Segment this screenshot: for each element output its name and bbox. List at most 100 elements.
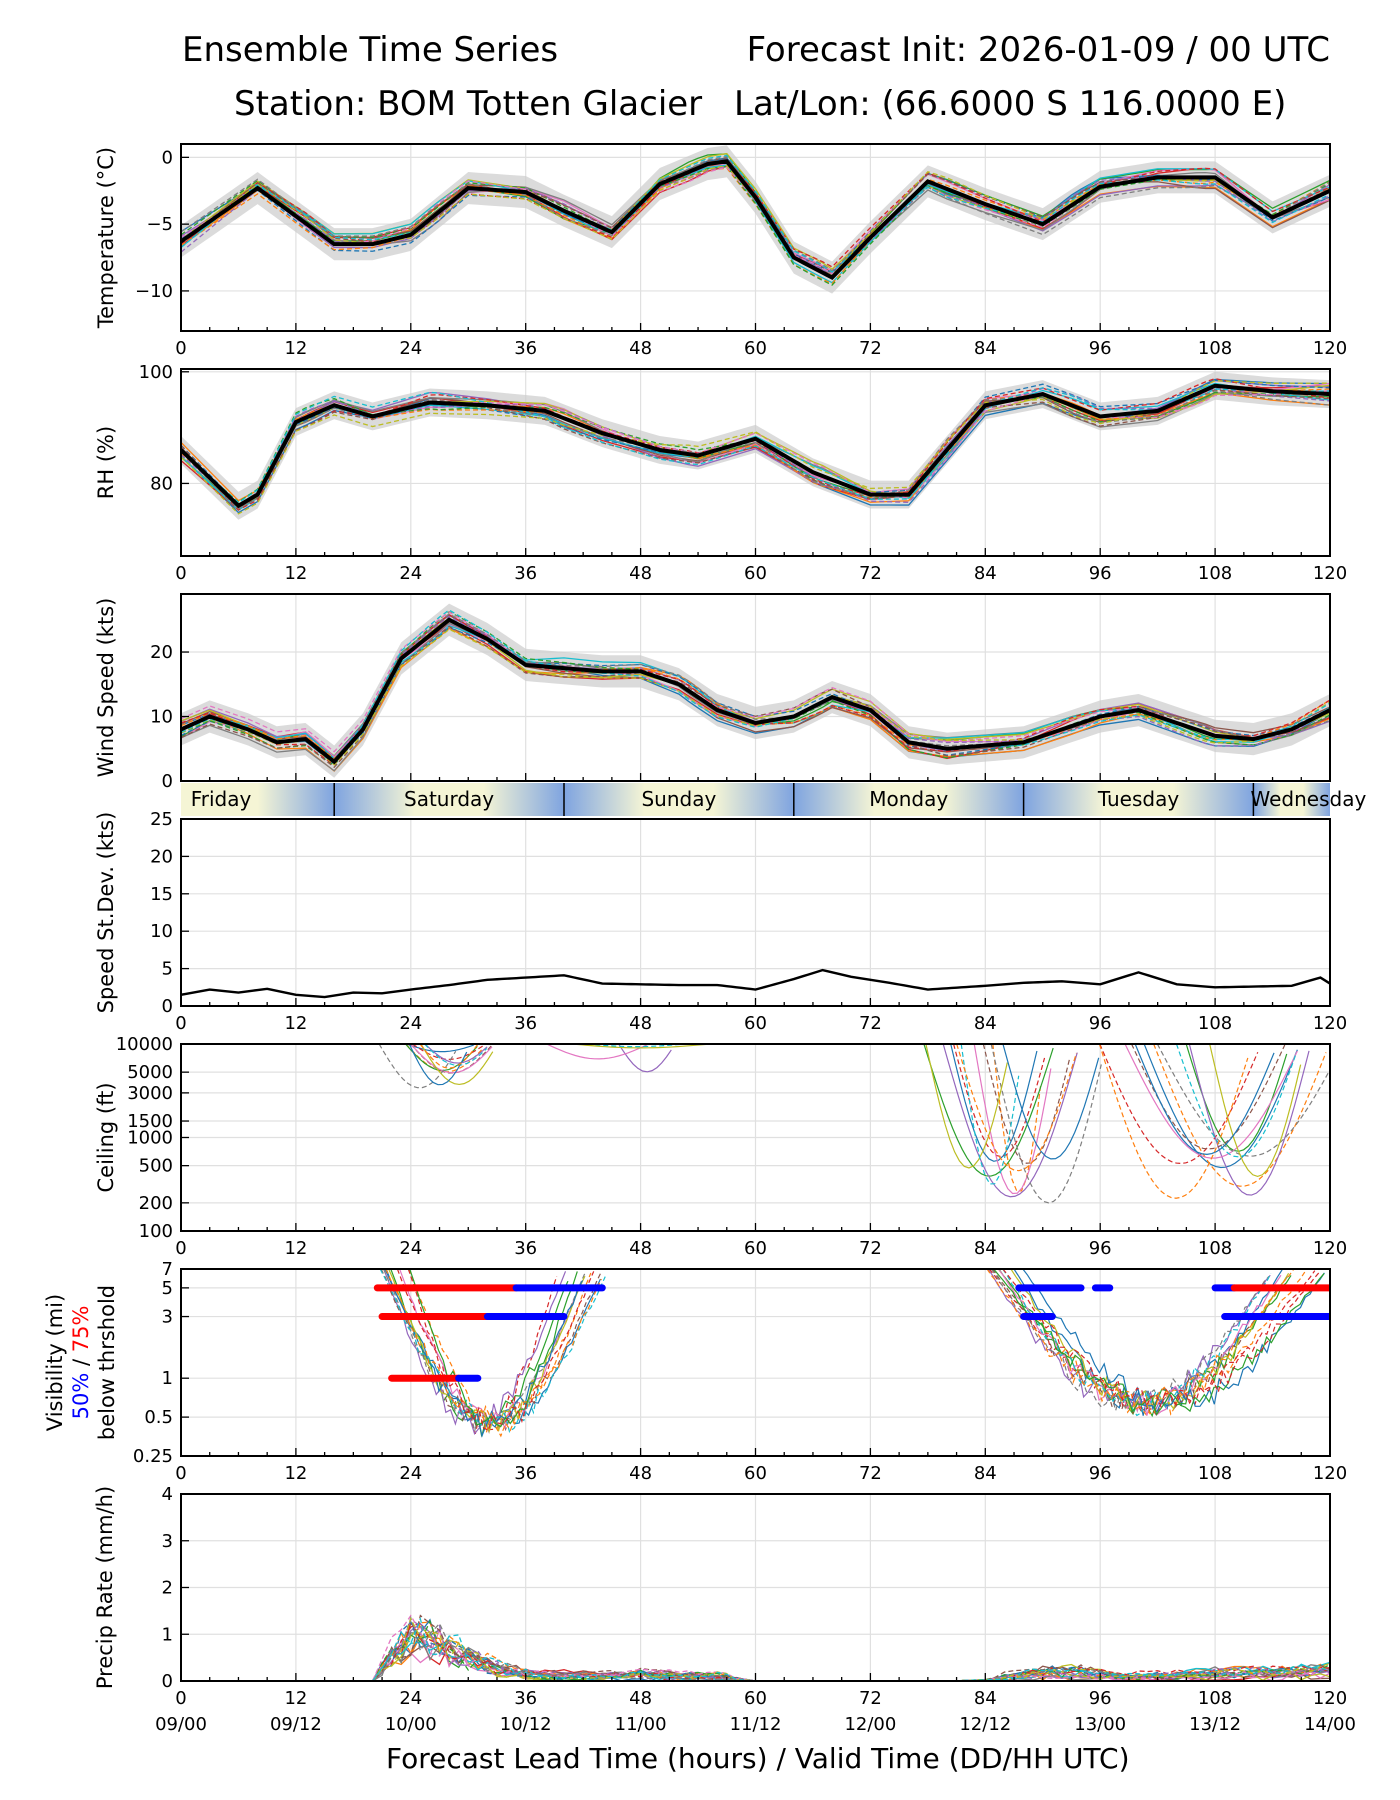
x-tick-label: 108 <box>1198 338 1232 359</box>
y-tick-label: 0 <box>162 996 173 1017</box>
x-tick-label: 72 <box>859 1463 882 1484</box>
y-tick-label: 25 <box>150 809 173 830</box>
valid-time-label: 14/00 <box>1304 1714 1356 1735</box>
ensemble-member-line <box>181 387 1330 504</box>
day-band <box>793 783 1024 816</box>
x-tick-label: 108 <box>1198 1463 1232 1484</box>
day-label: Wednesday <box>1251 787 1367 811</box>
y-tick-label: 5 <box>162 1278 173 1299</box>
figure-title: Ensemble Time Series <box>182 30 559 70</box>
visibility-member-line <box>986 1269 1294 1415</box>
ensemble-member-line <box>181 609 1330 761</box>
y-tick-label: 15 <box>150 884 173 905</box>
panel-temperature: 0 12 24 36 48 60 72 84 96 108 120 0 −5 −10 Temperature… <box>94 143 1347 359</box>
pct50-label: 50% <box>69 1373 93 1420</box>
ceiling-member-line <box>1002 1044 1100 1160</box>
y-tick-label: 200 <box>139 1193 173 1214</box>
ceiling-member-line <box>1134 1044 1275 1155</box>
ceiling-member-line <box>960 1044 1020 1185</box>
x-tick-label: 0 <box>175 338 186 359</box>
visibility-member-line <box>1002 1269 1272 1417</box>
panel-rh: 0 12 24 36 48 60 72 84 96 108 120 80 100 RH (%) <box>94 362 1347 584</box>
ceiling-member-line <box>950 1044 1038 1162</box>
x-tick-label: 108 <box>1198 563 1232 584</box>
x-tick-label: 84 <box>974 1688 997 1709</box>
panel-ceiling: 0 12 24 36 48 60 72 84 96 108 120 100 200 500 10001500… <box>94 1034 1347 1259</box>
ceiling-member-line <box>1099 1044 1259 1165</box>
ensemble-mean-line <box>181 617 1330 765</box>
visibility-member-line <box>396 1269 595 1432</box>
x-tick-label: 96 <box>1089 1013 1112 1034</box>
ensemble-mean-line <box>181 159 1330 281</box>
y-tick-label: 4 <box>162 1484 173 1505</box>
x-tick-label: 12 <box>284 1013 307 1034</box>
ceiling-member-line <box>1153 1044 1327 1187</box>
ensemble-member-line <box>181 380 1330 515</box>
x-tick-label: 96 <box>1089 338 1112 359</box>
plot-area-wind_speed <box>181 603 1330 778</box>
x-tick-label: 24 <box>399 1463 422 1484</box>
ceiling-member-line <box>925 1044 1008 1169</box>
ceiling-member-line <box>982 1044 1071 1164</box>
y-tick-label: 3 <box>162 1307 173 1328</box>
ceiling-member-line <box>410 1044 493 1074</box>
visibility-member-line <box>383 1269 586 1432</box>
x-tick-label: 84 <box>974 1238 997 1259</box>
panel-precip_rate: 009/001209/122410/003610/124811/006011/1… <box>93 1484 1356 1735</box>
valid-time-label: 13/00 <box>1074 1714 1126 1735</box>
x-tick-label: 36 <box>514 1238 537 1259</box>
visibility-member-line <box>379 1269 606 1433</box>
ensemble-member-line <box>181 1614 1330 1681</box>
y-tick-label: 100 <box>139 1221 173 1242</box>
x-tick-label: 12 <box>284 1238 307 1259</box>
ceiling-member-line <box>618 1044 672 1073</box>
forecast-init-label: Forecast Init: 2026-01-09 / 00 UTC <box>746 30 1330 70</box>
x-tick-label: 48 <box>629 1463 652 1484</box>
ensemble-member-line <box>181 164 1330 284</box>
valid-time-label: 09/12 <box>270 1714 322 1735</box>
x-tick-label: 120 <box>1313 1463 1347 1484</box>
x-tick-label: 60 <box>744 1238 767 1259</box>
day-band <box>564 783 794 816</box>
x-tick-label: 36 <box>514 1463 537 1484</box>
x-tick-label: 24 <box>399 1688 422 1709</box>
ensemble-member-line <box>181 1619 1330 1681</box>
ceiling-member-line <box>942 1044 1078 1198</box>
valid-time-label: 11/12 <box>730 1714 782 1735</box>
visibility-member-line <box>409 1269 578 1428</box>
visibility-member-line <box>1002 1269 1320 1409</box>
ceiling-member-line <box>378 1044 457 1089</box>
day-band <box>181 783 335 816</box>
x-tick-label: 36 <box>514 1688 537 1709</box>
y-tick-label: 3 <box>162 1531 173 1552</box>
y-axis-label-line3: below thrshold <box>95 1285 119 1440</box>
x-tick-label: 108 <box>1198 1013 1232 1034</box>
day-label: Sunday <box>641 787 716 811</box>
ensemble-member-line <box>181 611 1330 753</box>
ensemble-member-line <box>181 165 1330 286</box>
y-axis-label: Visibility (mi) 50% / 75% below thrshold <box>43 1285 119 1440</box>
y-tick-label: 0 <box>162 771 173 792</box>
x-tick-label: 24 <box>399 338 422 359</box>
ceiling-member-line <box>990 1044 1102 1204</box>
y-tick-label: 1500 <box>127 1111 173 1132</box>
plot-area-visibility <box>373 1269 1330 1438</box>
x-tick-label: 60 <box>744 1463 767 1484</box>
y-axis-label-line2: 50% / 75% <box>69 1306 93 1420</box>
day-label: Saturday <box>404 787 494 811</box>
valid-time-label: 11/00 <box>615 1714 667 1735</box>
x-tick-label: 60 <box>744 1688 767 1709</box>
y-tick-label: 80 <box>150 473 173 494</box>
y-tick-label: −10 <box>135 281 173 302</box>
ceiling-member-line <box>546 1044 648 1060</box>
x-tick-label: 108 <box>1198 1238 1232 1259</box>
ensemble-member-line <box>181 628 1330 766</box>
ensemble-member-line <box>181 1617 1330 1681</box>
visibility-member-line <box>1022 1269 1325 1414</box>
ensemble-member-line <box>181 626 1330 765</box>
ensemble-member-line <box>181 1617 1330 1681</box>
y-tick-label: 2 <box>162 1578 173 1599</box>
ensemble-mean-line <box>181 383 1330 509</box>
valid-time-label: 10/12 <box>500 1714 552 1735</box>
